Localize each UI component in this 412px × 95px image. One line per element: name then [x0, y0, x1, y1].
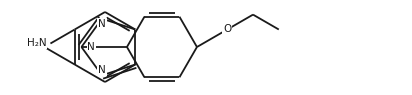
Text: N: N: [87, 42, 95, 52]
Text: O: O: [223, 25, 232, 34]
Text: N: N: [98, 65, 106, 75]
Text: H₂N: H₂N: [27, 38, 47, 49]
Text: N: N: [98, 19, 106, 29]
